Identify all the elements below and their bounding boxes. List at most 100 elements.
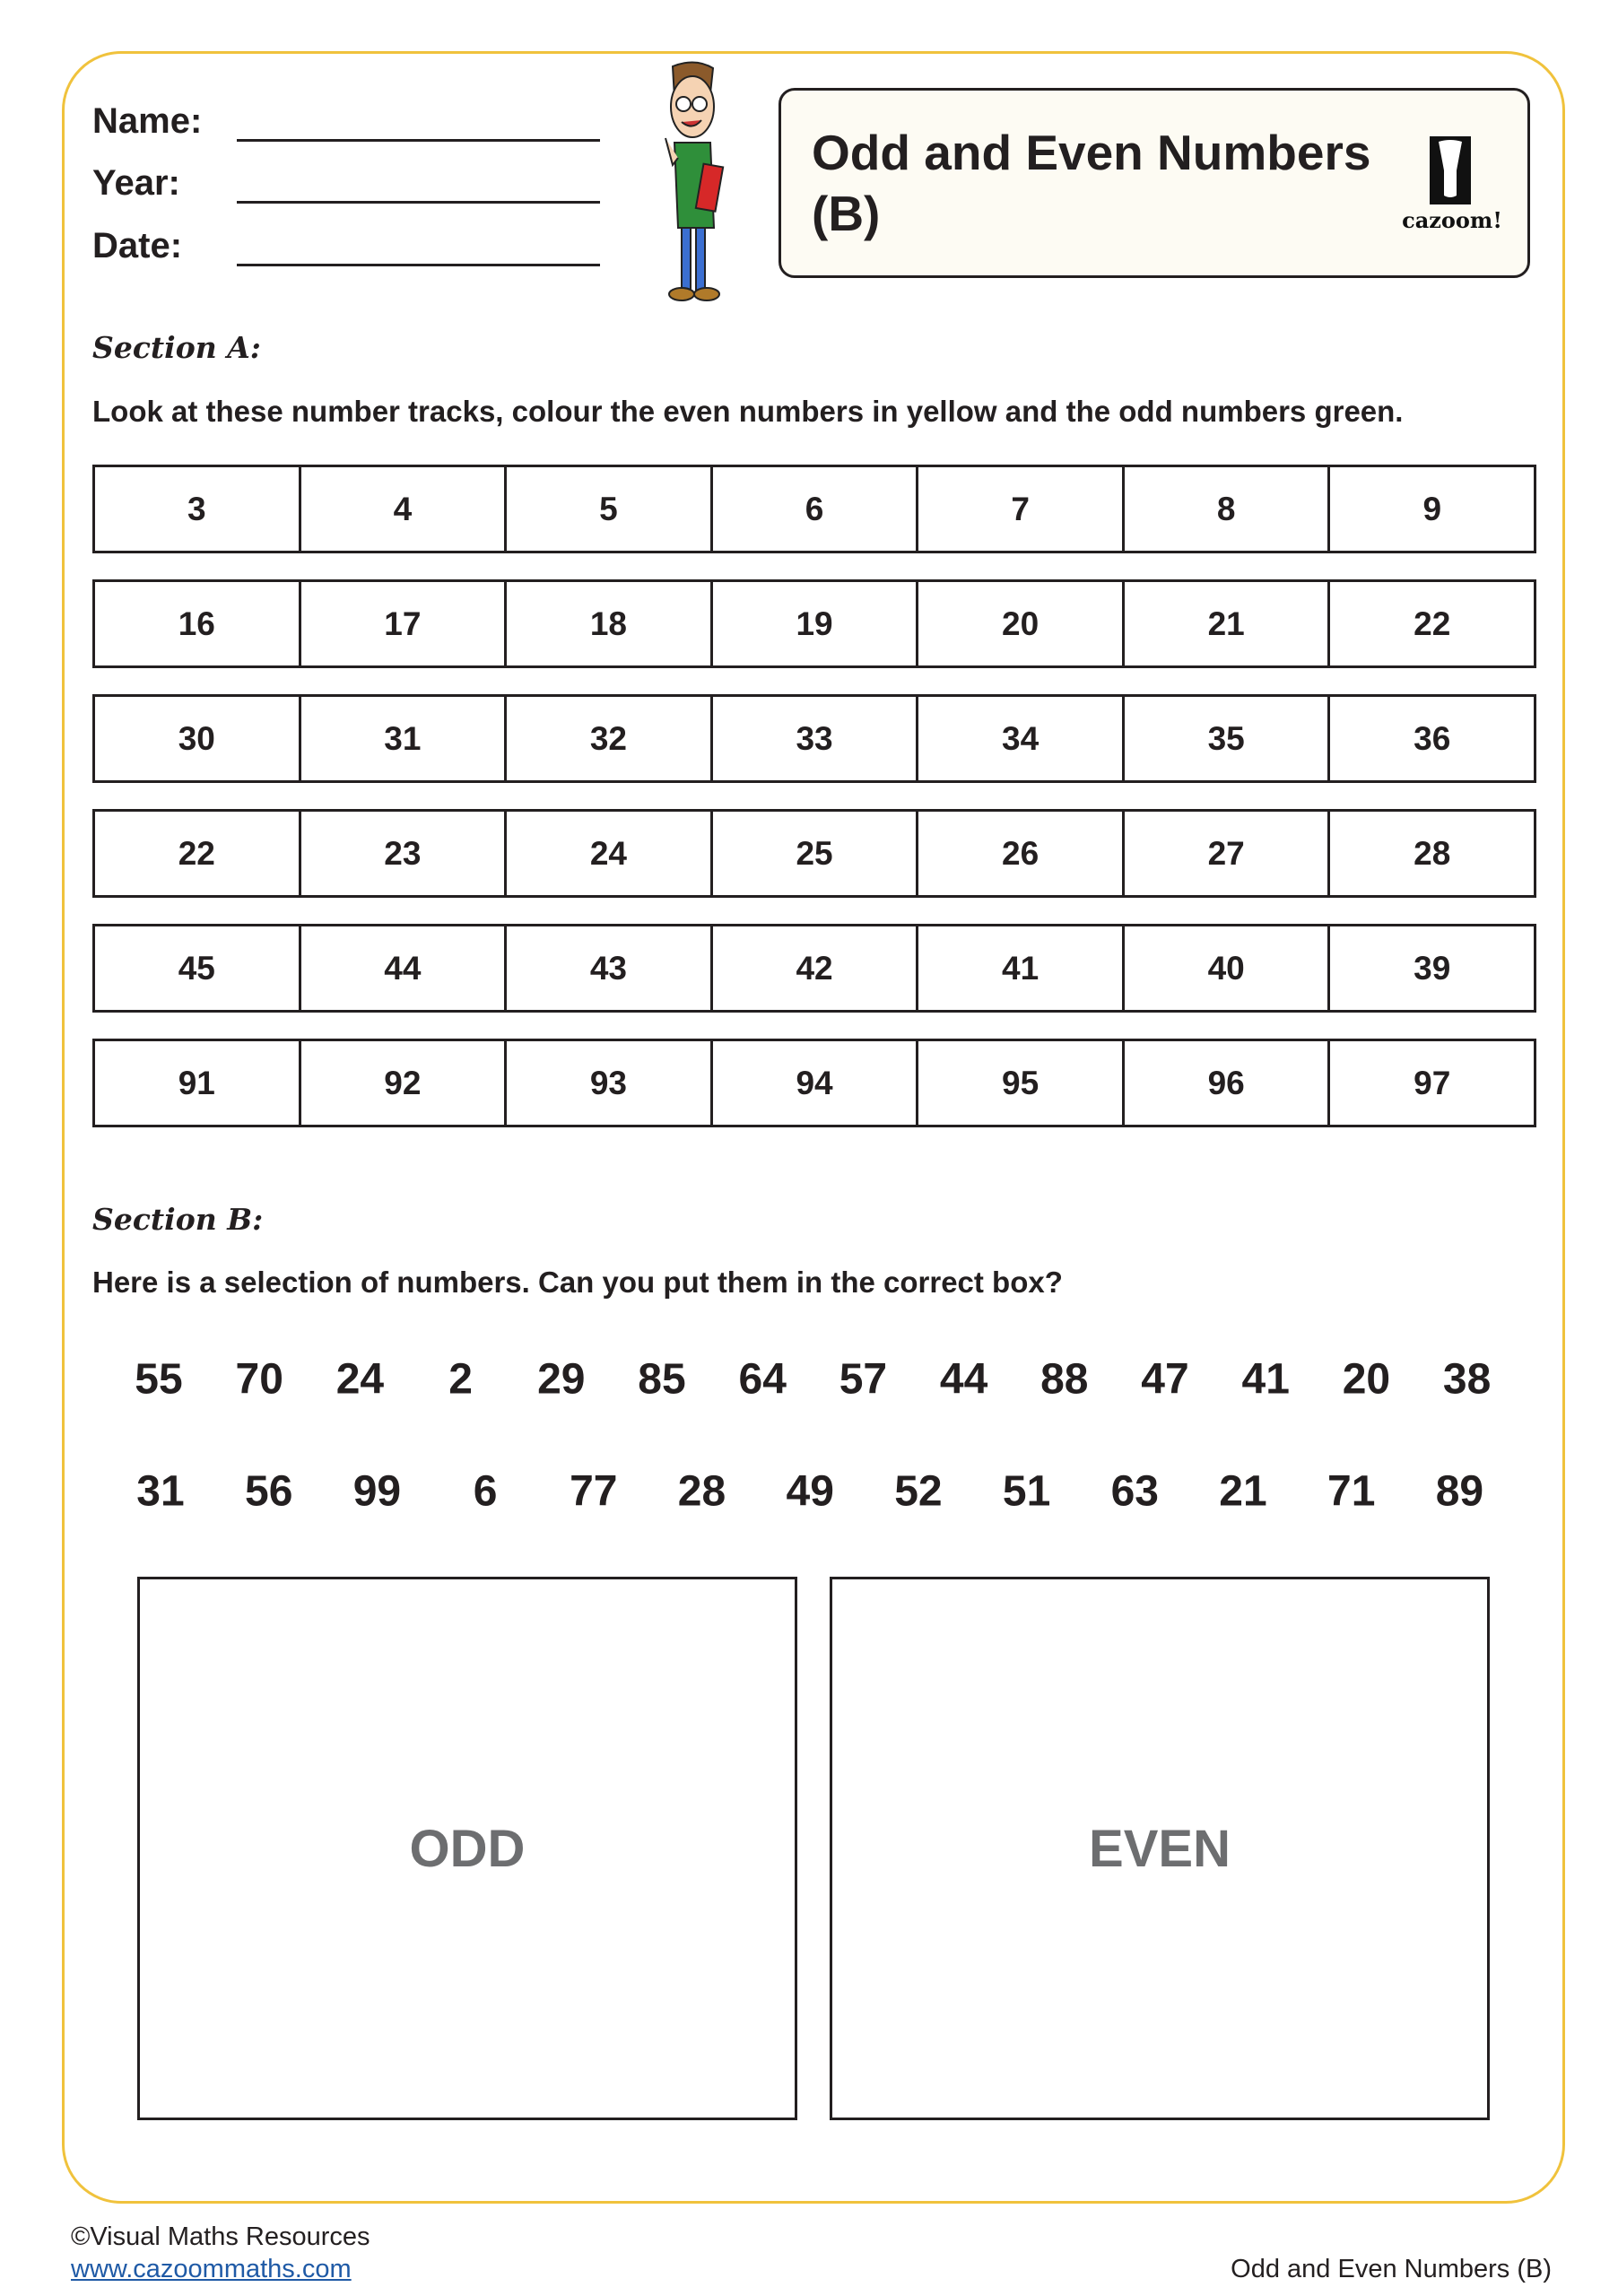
number-track-cell[interactable]: 22 — [95, 812, 301, 895]
name-field[interactable] — [237, 139, 600, 142]
year-label: Year: — [92, 163, 180, 203]
number-track-cell[interactable]: 17 — [301, 582, 508, 665]
worksheet-title: Odd and Even Numbers (B) — [812, 122, 1386, 244]
number-track-cell[interactable]: 39 — [1414, 949, 1451, 987]
selection-number: 29 — [537, 1355, 586, 1404]
selection-number: 99 — [352, 1467, 402, 1516]
selection-number: 55 — [135, 1355, 183, 1404]
number-track-cell[interactable]: 24 — [507, 812, 713, 895]
number-track-cell[interactable]: 18 — [507, 582, 713, 665]
number-track-cell[interactable]: 22 — [1414, 604, 1451, 642]
selection-number: 20 — [1342, 1355, 1391, 1404]
number-track-cell[interactable]: 96 — [1125, 1041, 1331, 1125]
number-track-cell[interactable]: 31 — [301, 697, 508, 780]
number-track-cell[interactable]: 42 — [713, 926, 919, 1010]
copyright-text: ©Visual Maths Resources — [71, 2222, 370, 2251]
selection-number: 85 — [638, 1355, 686, 1404]
number-track-cell[interactable]: 35 — [1125, 697, 1331, 780]
section-b-instruction: Here is a selection of numbers. Can you … — [92, 1265, 1063, 1299]
number-track-cell[interactable]: 9 — [1422, 490, 1442, 527]
number-track-cell[interactable]: 34 — [918, 697, 1125, 780]
number-track-cell[interactable]: 25 — [713, 812, 919, 895]
number-track-cell[interactable]: 27 — [1125, 812, 1331, 895]
number-track-cell[interactable]: 19 — [713, 582, 919, 665]
number-track-cell[interactable]: 97 — [1414, 1064, 1451, 1101]
title-line-1: Odd and Even Numbers — [812, 125, 1371, 180]
number-track-cell[interactable]: 6 — [713, 467, 919, 551]
selection-number: 57 — [839, 1355, 888, 1404]
selection-number: 64 — [738, 1355, 787, 1404]
section-b-heading: Section B: — [92, 1202, 264, 1237]
selection-number: 44 — [939, 1355, 988, 1404]
even-box[interactable]: EVEN — [830, 1577, 1490, 2120]
number-track-cell[interactable]: 8 — [1125, 467, 1331, 551]
odd-box[interactable]: ODD — [137, 1577, 797, 2120]
selection-number: 52 — [894, 1467, 943, 1516]
selection-number: 77 — [570, 1467, 618, 1516]
number-track-cell[interactable]: 21 — [1125, 582, 1331, 665]
number-track-row: 30 31 32 33 34 35 36 — [92, 694, 1536, 783]
selection-number: 41 — [1241, 1355, 1290, 1404]
footer-doc-title: Odd and Even Numbers (B) — [1231, 2255, 1552, 2283]
number-track-cell[interactable]: 3 — [95, 467, 301, 551]
number-track-row: 22 23 24 25 26 27 28 — [92, 809, 1536, 898]
number-track-cell[interactable]: 5 — [507, 467, 713, 551]
selection-number: 6 — [473, 1467, 498, 1516]
number-track-cell[interactable]: 36 — [1414, 719, 1451, 757]
number-track-row: 16 17 18 19 20 21 22 — [92, 579, 1536, 668]
number-track-cell[interactable]: 43 — [507, 926, 713, 1010]
number-track-cell[interactable]: 94 — [713, 1041, 919, 1125]
selection-number: 38 — [1442, 1355, 1492, 1404]
number-track-cell[interactable]: 92 — [301, 1041, 508, 1125]
date-field[interactable] — [237, 264, 600, 266]
website-link[interactable]: www.cazoommaths.com — [71, 2255, 352, 2283]
number-track-cell[interactable]: 26 — [918, 812, 1125, 895]
date-label: Date: — [92, 226, 183, 265]
selection-number: 89 — [1435, 1467, 1484, 1516]
section-a-heading: Section A: — [92, 330, 261, 365]
selection-number: 21 — [1219, 1467, 1267, 1516]
selection-number: 51 — [1002, 1467, 1051, 1516]
selection-number: 31 — [136, 1467, 185, 1516]
teacher-character-illustration — [665, 61, 725, 301]
selection-number: 88 — [1040, 1355, 1089, 1404]
number-track-cell[interactable]: 23 — [301, 812, 508, 895]
page-frame — [62, 51, 1565, 2204]
selection-number: 56 — [244, 1467, 293, 1516]
selection-number: 70 — [235, 1355, 283, 1404]
number-track-cell[interactable]: 44 — [301, 926, 508, 1010]
number-track-row: 45 44 43 42 41 40 39 — [92, 924, 1536, 1013]
number-track-cell[interactable]: 30 — [95, 697, 301, 780]
number-track-cell[interactable]: 16 — [95, 582, 301, 665]
selection-number: 47 — [1141, 1355, 1189, 1404]
section-a-instruction: Look at these number tracks, colour the … — [92, 395, 1404, 428]
selection-number: 2 — [448, 1355, 473, 1404]
number-track-cell[interactable]: 28 — [1414, 834, 1451, 872]
cazoom-logo: cazoom! — [1402, 136, 1502, 233]
number-track-cell[interactable]: 41 — [918, 926, 1125, 1010]
number-track-cell[interactable]: 91 — [95, 1041, 301, 1125]
number-track-cell[interactable]: 95 — [918, 1041, 1125, 1125]
number-track-cell[interactable]: 20 — [918, 582, 1125, 665]
number-track-cell[interactable]: 45 — [95, 926, 301, 1010]
name-label: Name: — [92, 101, 203, 141]
selection-number: 24 — [335, 1355, 385, 1404]
number-track-cell[interactable]: 32 — [507, 697, 713, 780]
odd-box-label: ODD — [409, 1819, 526, 1878]
selection-number: 28 — [677, 1467, 726, 1516]
number-track-cell[interactable]: 40 — [1125, 926, 1331, 1010]
selection-number: 71 — [1327, 1467, 1376, 1516]
year-field[interactable] — [237, 201, 600, 204]
selection-number: 49 — [786, 1467, 834, 1516]
number-track-cell[interactable]: 93 — [507, 1041, 713, 1125]
title-line-2: (B) — [812, 186, 881, 241]
selection-number: 63 — [1110, 1467, 1159, 1516]
number-track-row: 91 92 93 94 95 96 97 — [92, 1039, 1536, 1127]
svg-text:cazoom!: cazoom! — [1402, 207, 1502, 233]
even-box-label: EVEN — [1089, 1819, 1231, 1878]
title-box — [779, 88, 1530, 278]
number-track-cell[interactable]: 33 — [713, 697, 919, 780]
number-track-cell[interactable]: 7 — [918, 467, 1125, 551]
number-track-cell[interactable]: 4 — [301, 467, 508, 551]
